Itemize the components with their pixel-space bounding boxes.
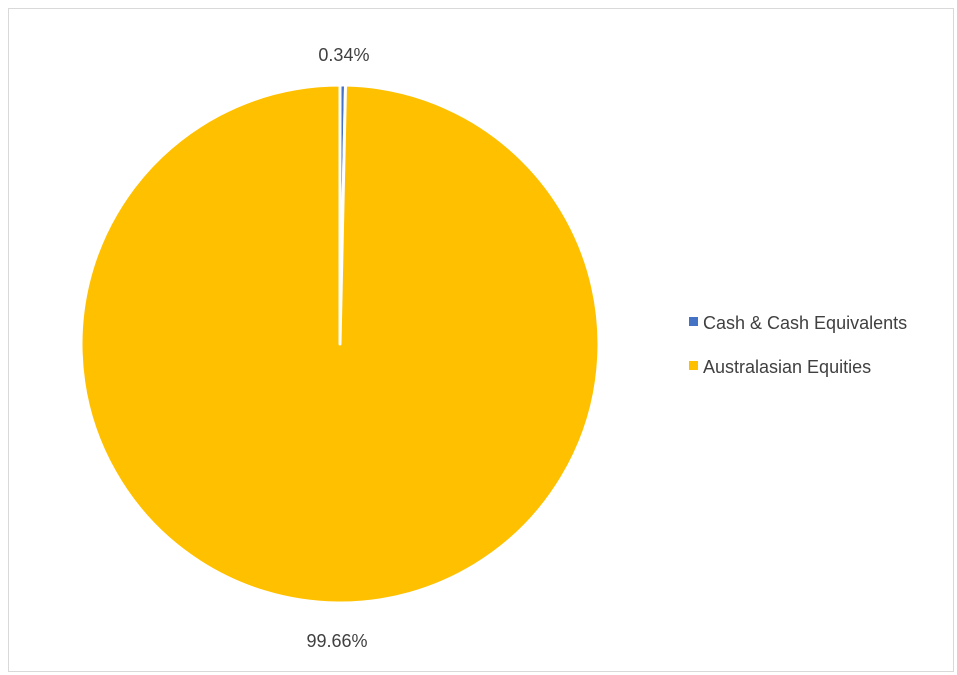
pie-slice-australasian-equities bbox=[79, 83, 601, 605]
legend-swatch-australasian-equities bbox=[689, 361, 698, 370]
legend-swatch-cash bbox=[689, 317, 698, 326]
legend-label-australasian-equities: Australasian Equities bbox=[703, 357, 871, 377]
pie-slices bbox=[79, 83, 601, 605]
legend-label-cash: Cash & Cash Equivalents bbox=[703, 313, 907, 333]
data-label-cash: 0.34% bbox=[318, 45, 369, 65]
data-label-australasian-equities: 99.66% bbox=[306, 631, 367, 651]
legend: Cash & Cash Equivalents Australasian Equ… bbox=[689, 313, 907, 377]
